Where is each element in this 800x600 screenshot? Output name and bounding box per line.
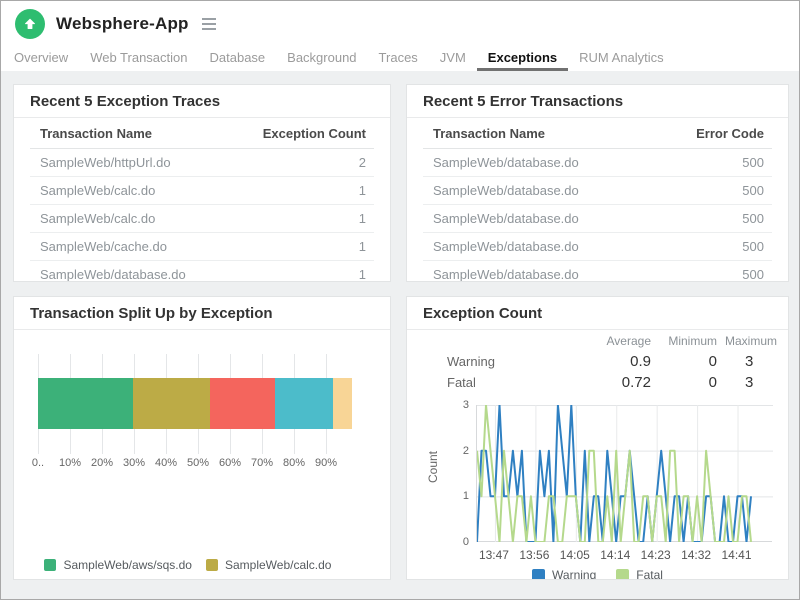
bar-segment-SampleWeb-aws-sqs-do [38,378,133,429]
panel-exception-traces: Recent 5 Exception Traces Transaction Na… [13,84,391,282]
bar-segment-SampleWeb-database-do [275,378,333,429]
tab-bar: OverviewWeb TransactionDatabaseBackgroun… [1,46,799,71]
legend-swatch-icon [206,559,218,571]
series-line-warning [477,405,751,542]
panel-error-transactions: Recent 5 Error Transactions Transaction … [406,84,789,282]
bar-segment-SampleWeb-calc-do [133,378,210,429]
panel-title: Transaction Split Up by Exception [14,297,390,329]
menu-hamburger-icon[interactable] [199,15,219,33]
x-tick-label: 80% [283,457,305,469]
stats-column-minimum: Minimum [659,334,717,351]
legend-item-sampleweb-calc-do[interactable]: SampleWeb/calc.do [206,558,360,572]
x-tick-label: 14:05 [560,548,590,562]
bar-segment-SampleWeb-httpUrl-do [333,378,352,429]
panel-title: Recent 5 Error Transactions [407,85,788,117]
y-tick-label: 3 [453,399,469,411]
bar-segment-SampleWeb-cache-do [210,378,275,429]
y-tick-label: 2 [453,445,469,457]
x-tick-label: 30% [123,457,145,469]
tab-exceptions[interactable]: Exceptions [477,46,568,71]
tab-jvm[interactable]: JVM [429,46,477,71]
exception-count-line-chart: Count Warning Fatal 3 2 1 0 13:47 13:56 14:05 14… [407,402,788,580]
y-axis-label: Count [426,447,440,487]
table-row: SampleWeb/httpUrl.do2 [30,149,374,177]
x-tick-label: 14:41 [722,548,752,562]
fatal-average: 0.72 [594,372,651,393]
panel-transaction-split: Transaction Split Up by Exception 0.. 10%… [13,296,391,580]
stats-column-maximum: Maximum [725,334,782,351]
y-tick-label: 0 [453,536,469,548]
stats-column-average: Average [594,334,651,351]
x-tick-label: 13:47 [479,548,509,562]
stacked-bar-chart: 0.. 10% 20% 30% 40% 50% 60% 70% 80% 90% [14,354,390,526]
x-tick-label: 14:14 [600,548,630,562]
stats-row-fatal-label: Fatal [445,372,586,393]
tab-web-transaction[interactable]: Web Transaction [79,46,198,71]
app-status-up-icon[interactable] [15,9,45,39]
exception-stats-table: Average Minimum Maximum Warning 0.9 0 3 … [445,334,788,393]
legend-item-sampleweb-database-do[interactable]: SampleWeb/database.do [206,579,360,580]
tab-database[interactable]: Database [199,46,277,71]
panel-title: Exception Count [407,297,788,329]
up-arrow-icon [22,16,38,32]
tab-rum-analytics[interactable]: RUM Analytics [568,46,675,71]
x-tick-label: 0.. [32,457,44,469]
tab-traces[interactable]: Traces [368,46,429,71]
x-tick-label: 70% [251,457,273,469]
x-tick-label: 14:32 [681,548,711,562]
legend-swatch-icon [532,569,545,581]
line-plot-area [476,405,772,542]
table-row: SampleWeb/calc.do1 [30,205,374,233]
error-transactions-table: Transaction Name Error Code SampleWeb/da… [423,118,772,282]
table-row: SampleWeb/database.do500 [423,205,772,233]
table-row: SampleWeb/database.do500 [423,149,772,177]
x-tick-label: 14:23 [641,548,671,562]
legend-item-sampleweb-aws-sqs-do[interactable]: SampleWeb/aws/sqs.do [44,558,192,572]
fatal-maximum: 3 [725,372,782,393]
column-header-transaction-name: Transaction Name [423,118,651,149]
column-header-exception-count: Exception Count [227,118,374,149]
line-chart-legend: Warning Fatal [407,568,788,580]
warning-maximum: 3 [725,351,782,372]
line-chart-svg [477,405,773,542]
table-row: SampleWeb/database.do500 [423,177,772,205]
tab-overview[interactable]: Overview [3,46,79,71]
legend-item-sampleweb-cache-do[interactable]: SampleWeb/cache.do [44,579,192,580]
dashboard-page: Websphere-App OverviewWeb TransactionDat… [0,0,800,600]
warning-minimum: 0 [659,351,717,372]
legend-swatch-icon [44,559,56,571]
table-row: SampleWeb/database.do500 [423,261,772,283]
x-tick-label: 40% [155,457,177,469]
divider [407,329,788,330]
tab-background[interactable]: Background [276,46,367,71]
column-header-error-code: Error Code [651,118,772,149]
x-tick-label: 90% [315,457,337,469]
legend-item-warning[interactable]: Warning [532,568,596,580]
warning-average: 0.9 [594,351,651,372]
table-row: SampleWeb/cache.do1 [30,233,374,261]
panel-title: Recent 5 Exception Traces [14,85,390,117]
bar-chart-legend: SampleWeb/aws/sqs.do SampleWeb/calc.do Sam… [14,558,390,580]
x-tick-label: 50% [187,457,209,469]
app-header: Websphere-App [1,1,799,46]
legend-swatch-icon [616,569,629,581]
content-area: Recent 5 Exception Traces Transaction Na… [1,71,799,599]
stats-row-warning-label: Warning [445,351,586,372]
panel-exception-count: Exception Count Average Minimum Maximum … [406,296,789,580]
legend-item-fatal[interactable]: Fatal [616,568,663,580]
y-tick-label: 1 [453,490,469,502]
table-row: SampleWeb/database.do500 [423,233,772,261]
x-tick-label: 10% [59,457,81,469]
page-title: Websphere-App [56,14,189,34]
x-tick-label: 60% [219,457,241,469]
x-tick-label: 20% [91,457,113,469]
x-tick-label: 13:56 [519,548,549,562]
column-header-transaction-name: Transaction Name [30,118,227,149]
table-row: SampleWeb/calc.do1 [30,177,374,205]
fatal-minimum: 0 [659,372,717,393]
stacked-bar [38,378,352,429]
table-row: SampleWeb/database.do1 [30,261,374,283]
exception-traces-table: Transaction Name Exception Count SampleW… [30,118,374,282]
